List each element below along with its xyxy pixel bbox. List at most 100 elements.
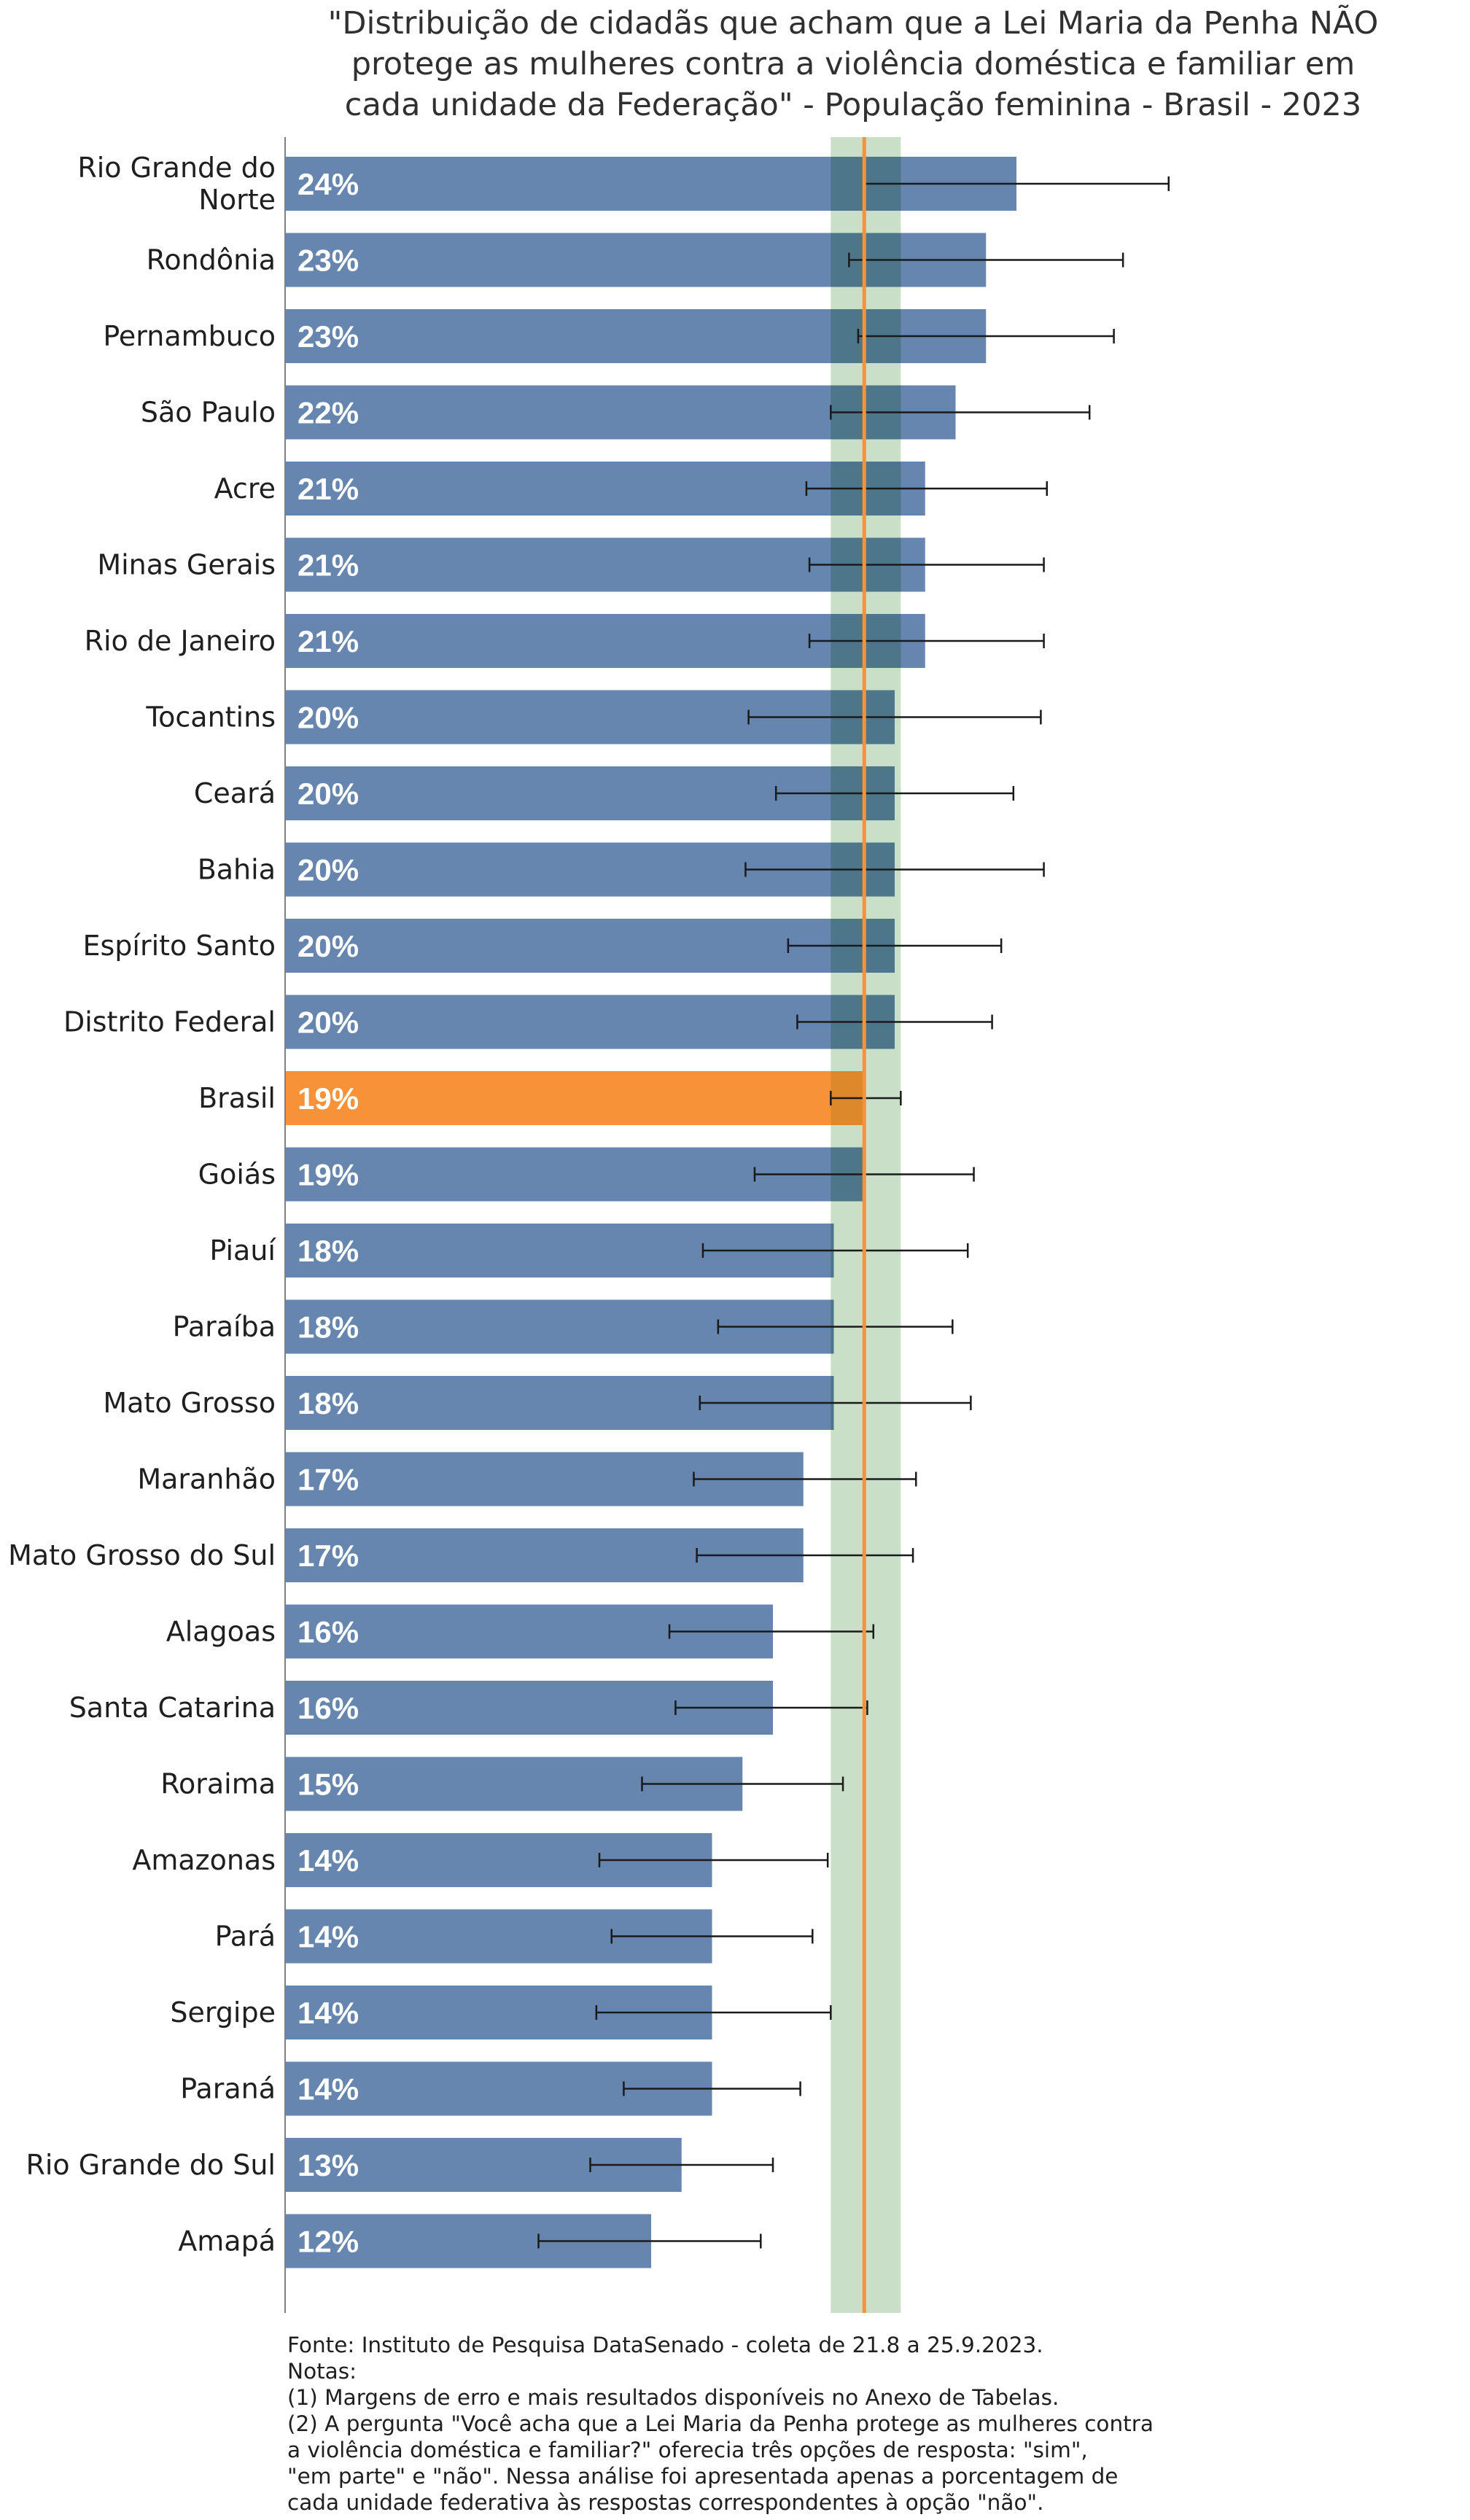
value-label-26: 13% <box>298 2148 359 2182</box>
category-label-line: Amapá <box>178 2225 276 2258</box>
value-label-21: 15% <box>298 1768 359 1802</box>
value-label-9: 20% <box>298 853 359 887</box>
category-label-8: Ceará <box>194 777 276 809</box>
value-label-15: 18% <box>298 1310 359 1345</box>
bar-12 <box>286 1071 865 1125</box>
value-label-5: 21% <box>298 548 359 583</box>
note-text: (2) A pergunta "Você acha que a Lei Mari… <box>287 2411 1154 2436</box>
value-label-6: 21% <box>298 624 359 658</box>
category-label-27: Amapá <box>178 2225 276 2258</box>
category-label-14: Piauí <box>209 1234 276 1267</box>
footnotes: Fonte: Instituto de Pesquisa DataSenado … <box>287 2332 1470 2516</box>
category-label-line: Norte <box>198 184 276 216</box>
value-label-25: 14% <box>298 2072 359 2107</box>
category-label-line: Tocantins <box>145 701 276 734</box>
category-label-line: Santa Catarina <box>69 1692 276 1724</box>
value-label-1: 23% <box>298 244 359 278</box>
note-text: (1) Margens de erro e mais resultados di… <box>287 2385 1059 2410</box>
category-label-line: Amazonas <box>132 1844 276 1876</box>
category-label-line: Paraná <box>180 2073 276 2105</box>
category-label-line: Roraima <box>160 1768 276 1800</box>
category-label-19: Alagoas <box>166 1616 276 1648</box>
value-label-11: 20% <box>298 1006 359 1040</box>
notes-heading: Notas: <box>287 2359 357 2384</box>
category-label-line: Goiás <box>198 1159 276 1191</box>
chart-title: "Distribuição de cidadãs que acham que a… <box>270 3 1436 125</box>
category-label-line: Piauí <box>209 1234 276 1267</box>
category-label-21: Roraima <box>160 1768 276 1800</box>
category-label-2: Pernambuco <box>103 320 276 352</box>
category-label-17: Maranhão <box>137 1463 276 1496</box>
category-label-13: Goiás <box>198 1159 276 1191</box>
value-label-8: 20% <box>298 777 359 811</box>
category-label-3: São Paulo <box>141 397 276 429</box>
chart-title-line: "Distribuição de cidadãs que acham que a… <box>327 5 1379 42</box>
category-label-line: Rio de Janeiro <box>85 625 276 657</box>
note-text: a violência doméstica e familiar?" ofere… <box>287 2438 1088 2462</box>
value-label-10: 20% <box>298 929 359 963</box>
category-label-11: Distrito Federal <box>63 1006 276 1038</box>
category-label-24: Sergipe <box>170 1996 276 2029</box>
category-label-line: Mato Grosso <box>103 1387 276 1419</box>
value-label-27: 12% <box>298 2225 359 2259</box>
category-label-15: Paraíba <box>173 1311 276 1343</box>
category-label-line: Rio Grande do <box>77 152 276 184</box>
value-label-14: 18% <box>298 1234 359 1268</box>
category-label-10: Espírito Santo <box>82 930 276 962</box>
source-note: Fonte: Instituto de Pesquisa DataSenado … <box>287 2333 1043 2357</box>
category-label-7: Tocantins <box>145 701 276 734</box>
value-label-23: 14% <box>298 1920 359 1954</box>
value-label-2: 23% <box>298 319 359 354</box>
bar-11 <box>286 995 895 1049</box>
category-label-line: Minas Gerais <box>97 549 276 581</box>
category-label-20: Santa Catarina <box>69 1692 276 1724</box>
category-label-6: Rio de Janeiro <box>85 625 276 657</box>
value-label-24: 14% <box>298 1996 359 2030</box>
value-label-12: 19% <box>298 1081 359 1116</box>
value-label-7: 20% <box>298 701 359 735</box>
value-label-22: 14% <box>298 1843 359 1878</box>
note-text: "em parte" e "não". Nessa análise foi ap… <box>287 2464 1119 2489</box>
chart-title-line: cada unidade da Federação" - População f… <box>344 87 1362 123</box>
category-label-25: Paraná <box>180 2073 276 2105</box>
value-label-4: 21% <box>298 472 359 506</box>
category-label-23: Pará <box>215 1921 276 1953</box>
category-label-16: Mato Grosso <box>103 1387 276 1419</box>
category-label-line: Paraíba <box>173 1311 276 1343</box>
category-label-26: Rio Grande do Sul <box>26 2149 276 2181</box>
category-label-line: Rondônia <box>147 244 276 276</box>
category-label-line: Pará <box>215 1921 276 1953</box>
category-label-line: Sergipe <box>170 1996 276 2029</box>
value-label-16: 18% <box>298 1386 359 1420</box>
category-label-line: Espírito Santo <box>82 930 276 962</box>
category-label-line: Brasil <box>198 1082 276 1114</box>
value-label-3: 22% <box>298 396 359 430</box>
category-label-line: Distrito Federal <box>63 1006 276 1038</box>
value-label-0: 24% <box>298 167 359 201</box>
category-label-0: Rio Grande do Norte <box>77 152 276 216</box>
category-label-18: Mato Grosso do Sul <box>8 1539 276 1571</box>
category-label-9: Bahia <box>198 854 276 886</box>
category-label-line: Pernambuco <box>103 320 276 352</box>
category-label-line: Acre <box>214 472 276 505</box>
category-label-line: Mato Grosso do Sul <box>8 1539 276 1571</box>
value-label-17: 17% <box>298 1463 359 1497</box>
category-label-12: Brasil <box>198 1082 276 1114</box>
category-label-line: Ceará <box>194 777 276 809</box>
category-label-1: Rondônia <box>147 244 276 276</box>
chart-title-line: protege as mulheres contra a violência d… <box>351 46 1356 82</box>
value-label-19: 16% <box>298 1615 359 1649</box>
category-label-line: Rio Grande do Sul <box>26 2149 276 2181</box>
bar-chart: 24% Rio Grande do Norte 23% Rondônia 23% Perna… <box>8 137 1170 2313</box>
value-label-13: 19% <box>298 1158 359 1192</box>
value-label-18: 17% <box>298 1539 359 1573</box>
category-label-line: Bahia <box>198 854 276 886</box>
value-label-20: 16% <box>298 1691 359 1725</box>
category-label-line: São Paulo <box>141 397 276 429</box>
category-label-4: Acre <box>214 472 276 505</box>
category-label-22: Amazonas <box>132 1844 276 1876</box>
category-label-5: Minas Gerais <box>97 549 276 581</box>
category-label-line: Maranhão <box>137 1463 276 1496</box>
category-label-line: Alagoas <box>166 1616 276 1648</box>
note-text: cada unidade federativa às respostas cor… <box>287 2490 1044 2515</box>
